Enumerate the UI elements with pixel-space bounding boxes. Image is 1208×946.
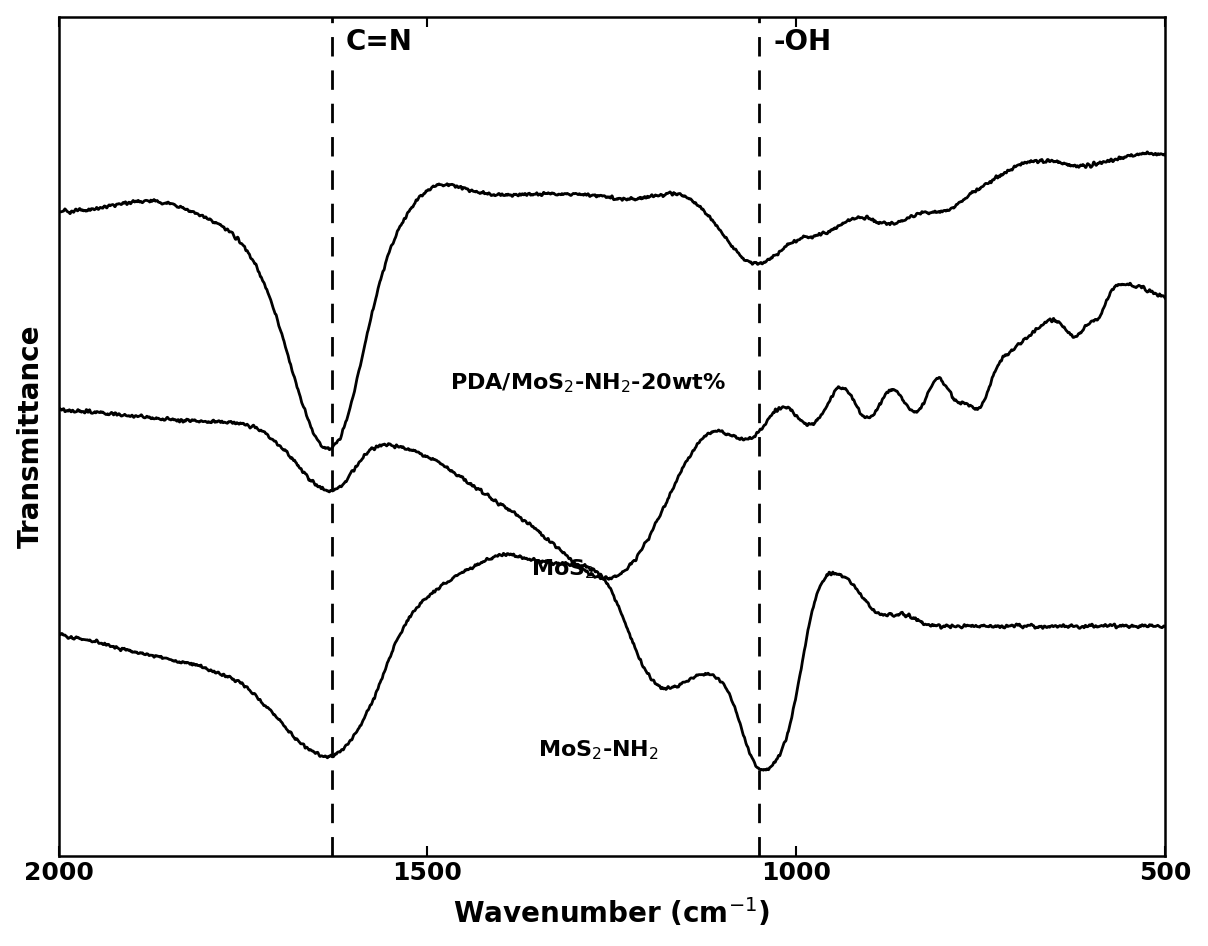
Text: -OH: -OH — [773, 27, 831, 56]
Y-axis label: Transmittance: Transmittance — [17, 324, 45, 549]
Text: C=N: C=N — [345, 27, 412, 56]
X-axis label: Wavenumber (cm$^{-1}$): Wavenumber (cm$^{-1}$) — [453, 897, 771, 929]
Text: MoS$_2$: MoS$_2$ — [530, 558, 594, 582]
Text: PDA/MoS$_2$-NH$_2$-20wt%: PDA/MoS$_2$-NH$_2$-20wt% — [449, 371, 726, 394]
Text: MoS$_2$-NH$_2$: MoS$_2$-NH$_2$ — [538, 738, 658, 762]
